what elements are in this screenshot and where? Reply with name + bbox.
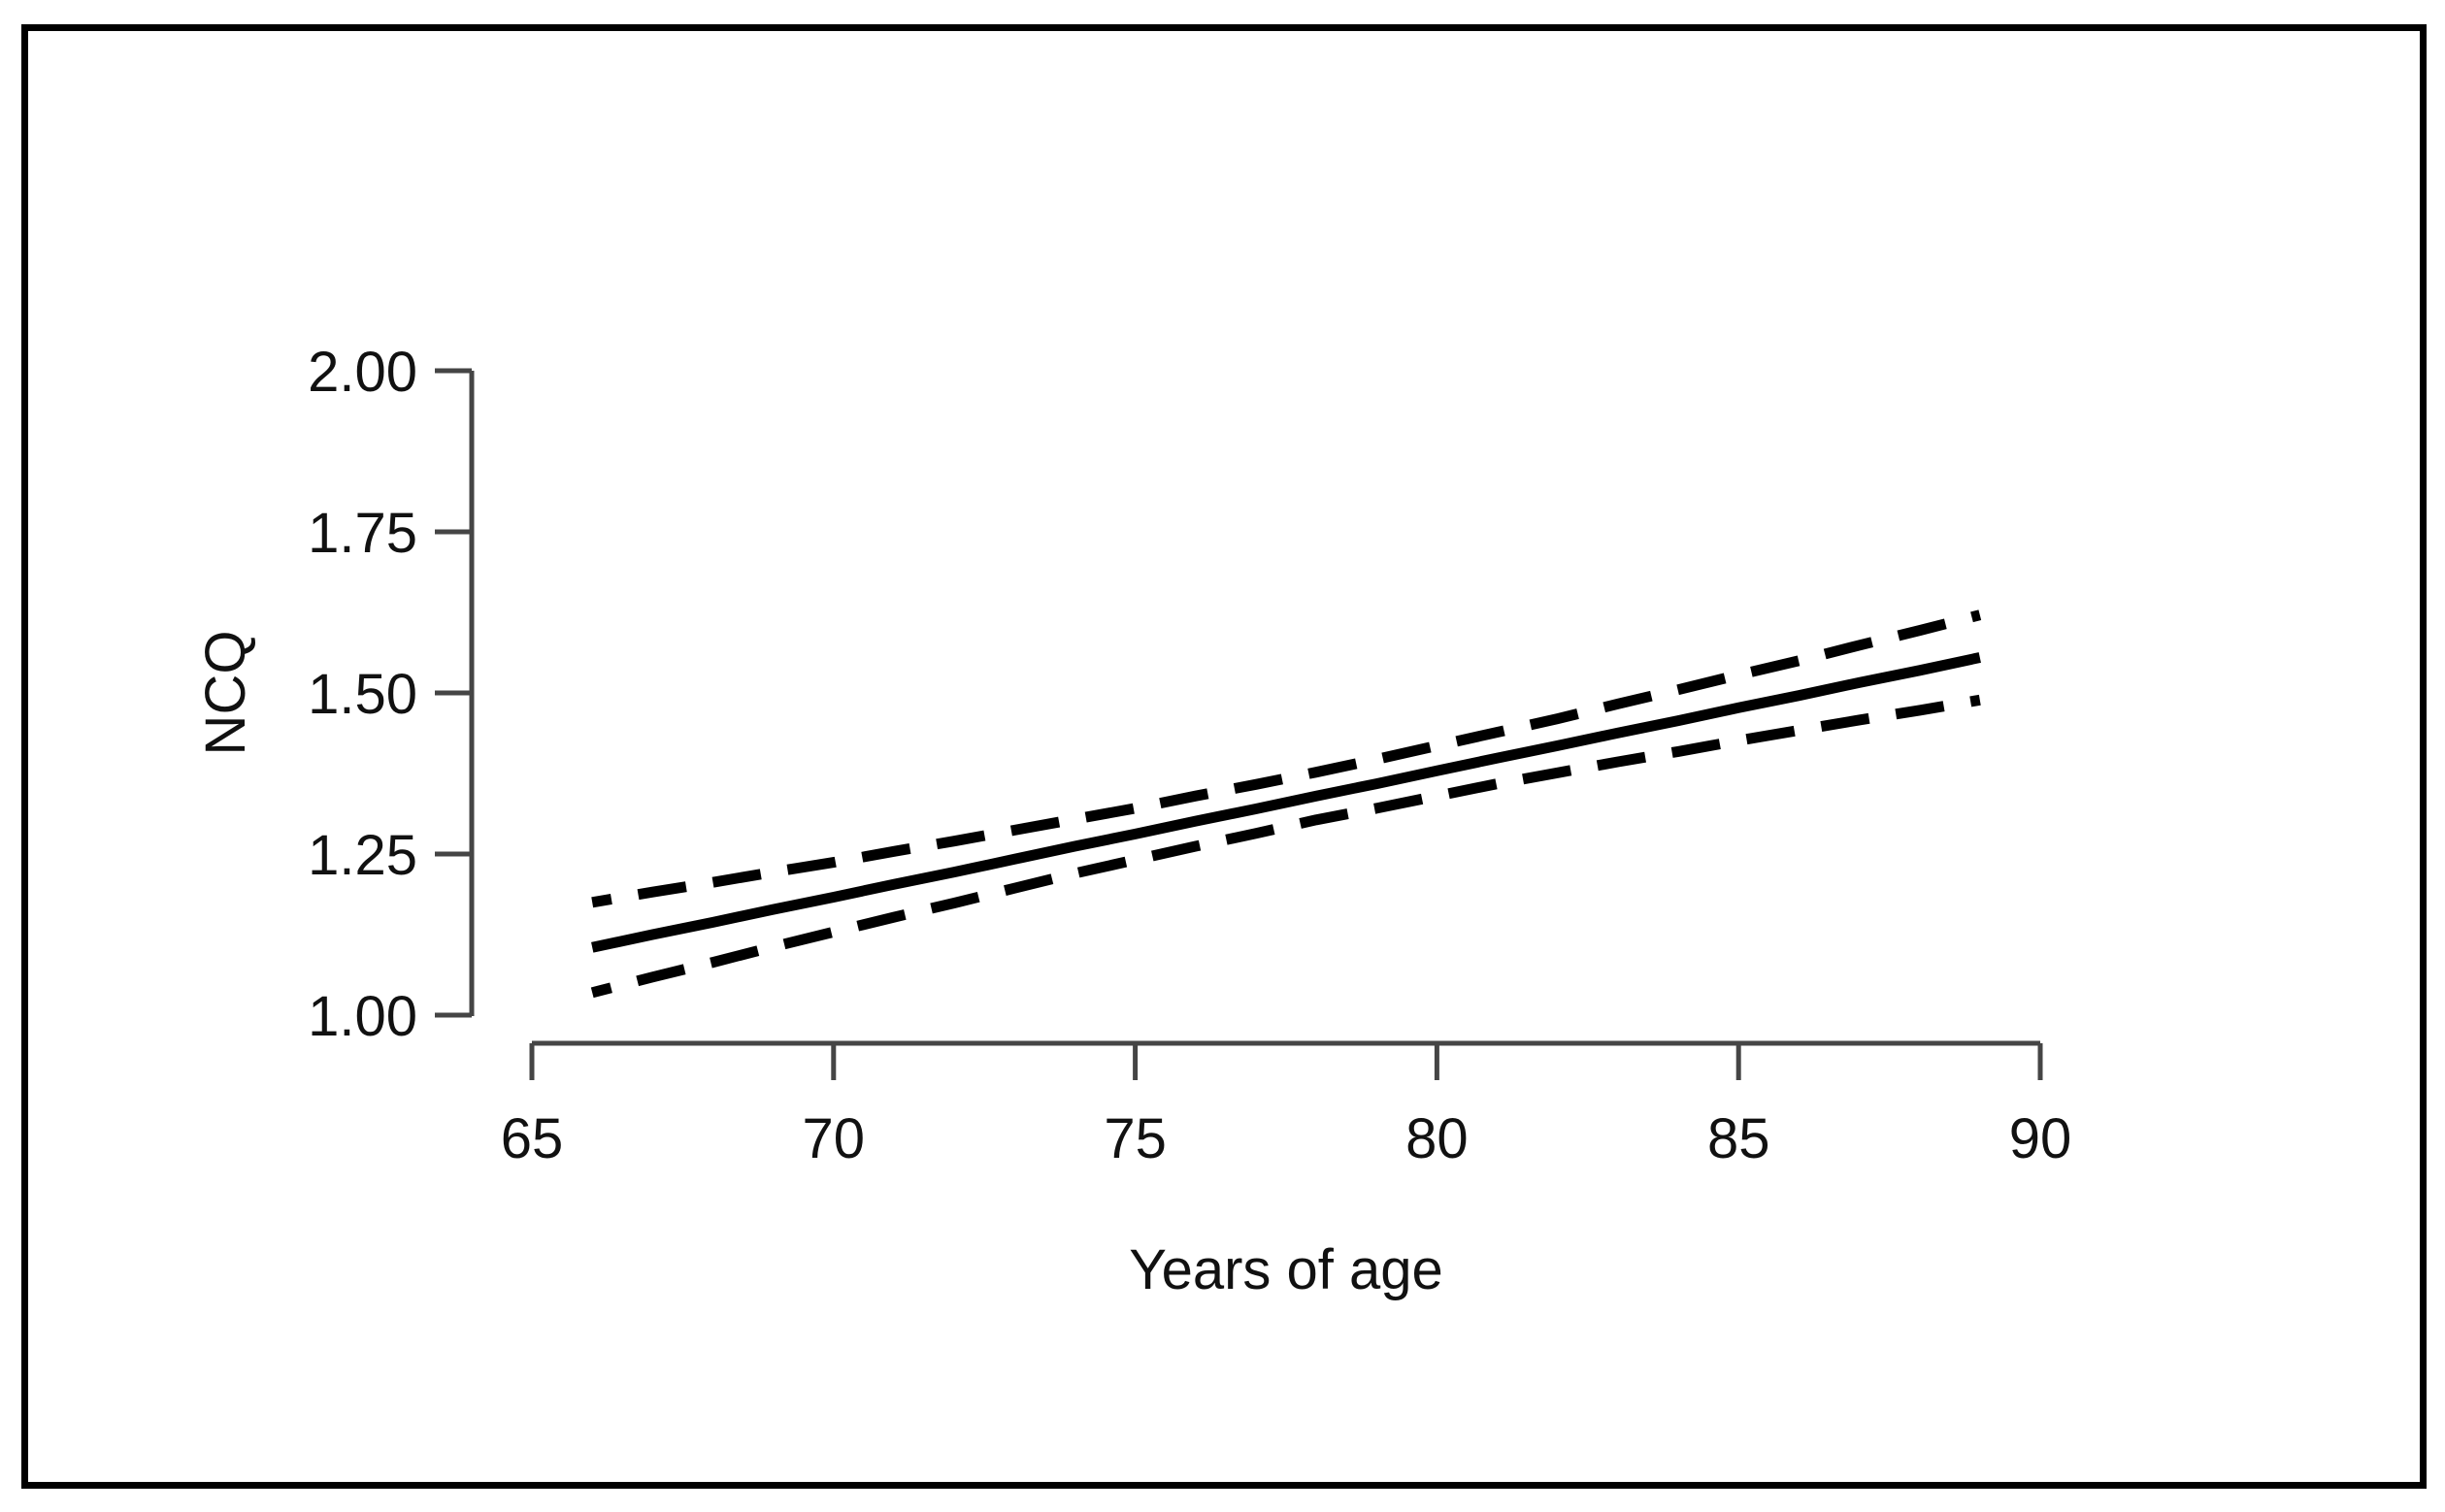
x-tick-label: 90 — [2009, 1107, 2072, 1170]
y-tick-label: 1.00 — [308, 985, 417, 1048]
y-tick-label: 1.25 — [308, 824, 417, 887]
y-tick-label: 1.75 — [308, 502, 417, 565]
y-tick-label: 1.50 — [308, 663, 417, 726]
x-axis-title: Years of age — [1129, 1238, 1443, 1301]
y-tick-label: 2.00 — [308, 341, 417, 404]
x-tick-label: 75 — [1104, 1107, 1167, 1170]
y-axis-title: NCQ — [194, 631, 257, 756]
x-tick-label: 70 — [803, 1107, 866, 1170]
x-tick-label: 80 — [1405, 1107, 1469, 1170]
x-tick-label: 85 — [1707, 1107, 1770, 1170]
x-tick-label: 65 — [501, 1107, 564, 1170]
data-series — [590, 609, 1982, 999]
figure-border — [21, 24, 2427, 1489]
upper-confidence-limit-dashed-line — [591, 609, 1982, 908]
fitted-line-solid-line — [591, 652, 1981, 953]
axes: 1.00 1.25 1.50 1.75 2.00 65 70 75 80 85 90 — [308, 341, 2071, 1170]
lower-confidence-limit-dashed-line — [590, 694, 1981, 999]
